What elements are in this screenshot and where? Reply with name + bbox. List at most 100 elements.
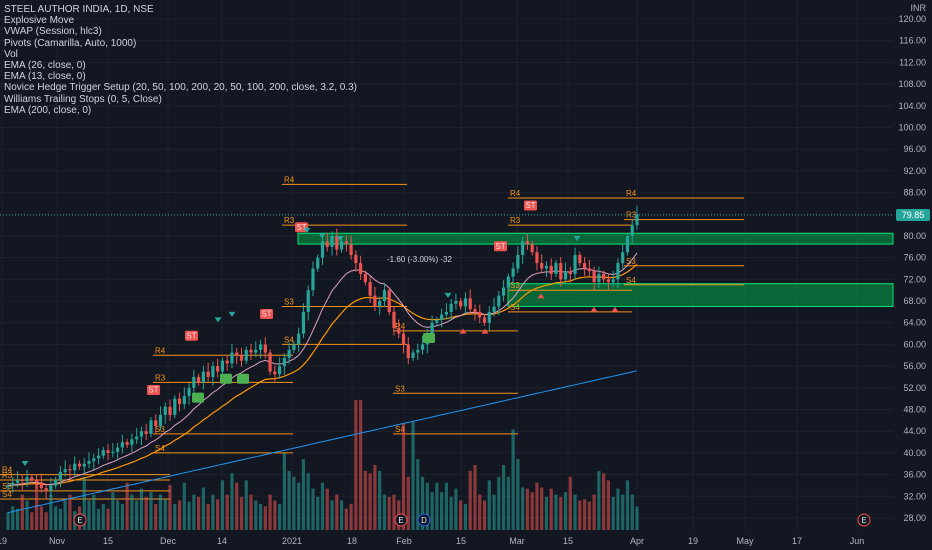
- volume-bar: [568, 476, 572, 530]
- y-tick-label: 80.00: [903, 231, 926, 241]
- candle-body: [268, 352, 272, 372]
- candle-body: [554, 263, 558, 274]
- y-tick-label: 108.00: [898, 79, 926, 89]
- candle-body: [497, 295, 501, 307]
- candle-body: [478, 311, 482, 318]
- price-axis[interactable]: 120.00 116.00 112.00 108.00 104.00 100.00 96.0…: [898, 14, 926, 523]
- candle-body: [158, 414, 163, 426]
- candle-body: [378, 301, 382, 307]
- volume-bar: [463, 504, 468, 530]
- volume-bar: [158, 494, 163, 530]
- candle-body: [135, 436, 139, 440]
- symbol-title[interactable]: STEEL AUTHOR INDIA, 1D, NSE: [4, 4, 154, 15]
- volume-bar: [511, 429, 515, 530]
- pivot-label: R4: [284, 175, 295, 184]
- x-tick-label: 15: [103, 536, 113, 546]
- volume-bar: [144, 496, 148, 530]
- st-signal-text: ST: [148, 386, 158, 395]
- x-tick-label: 15: [563, 536, 573, 546]
- volume-bar: [563, 492, 568, 530]
- candle-body: [454, 301, 458, 304]
- volume-bar: [287, 470, 291, 530]
- volume-bar: [582, 499, 587, 530]
- candle-body: [373, 295, 377, 307]
- volume-bar: [197, 496, 201, 530]
- event-marker[interactable]: [417, 513, 431, 527]
- indicator-explosive-move[interactable]: Explosive Move: [4, 15, 75, 27]
- down-triangle-marker: [336, 235, 344, 241]
- candle-body: [635, 214, 639, 226]
- price-badge-text: 79.85: [902, 210, 925, 220]
- candle-body: [278, 366, 282, 375]
- volume-bar: [497, 476, 501, 530]
- indicator-novice-hedge[interactable]: Novice Hedge Trigger Setup (20, 50, 100,…: [4, 82, 358, 94]
- volume-bar: [573, 494, 577, 530]
- candle-body: [182, 395, 186, 405]
- event-marker[interactable]: [394, 513, 408, 527]
- up-triangle-marker: [459, 328, 467, 334]
- volume-bar: [249, 494, 253, 530]
- candle-body: [216, 366, 220, 372]
- candle-body: [82, 463, 86, 467]
- x-tick-label: May: [736, 536, 754, 546]
- candle-body: [420, 344, 425, 350]
- indicator-vwap[interactable]: VWAP (Session, hlc3): [4, 26, 102, 38]
- st-signal-badge: [185, 330, 198, 341]
- volume-bar: [635, 506, 639, 530]
- volume-bar: [387, 496, 391, 530]
- volume-bar: [368, 473, 372, 530]
- candle-body: [416, 349, 420, 353]
- indicator-ema-26[interactable]: EMA (26, close, 0): [4, 60, 86, 72]
- volume-bar: [325, 488, 329, 530]
- volume-bar: [482, 500, 487, 530]
- pivot-label: S3: [284, 297, 294, 306]
- candle-body: [115, 447, 120, 452]
- volume-bar: [354, 400, 358, 530]
- indicator-ema-200[interactable]: EMA (200, close, 0): [4, 104, 92, 116]
- volume-bar: [58, 508, 63, 530]
- y-tick-label: 96.00: [903, 144, 926, 154]
- candle-body: [444, 311, 448, 315]
- indicator-pivots[interactable]: Pivots (Camarilla, Auto, 1000): [4, 37, 137, 49]
- x-tick-label: 19: [688, 536, 698, 546]
- volume-bar: [15, 508, 20, 530]
- volume-bar: [492, 494, 496, 530]
- indicator-williams-stops[interactable]: Williams Trailing Stops (0, 5, Close): [4, 93, 162, 105]
- y-tick-label: 120.00: [898, 14, 926, 24]
- st-signal-text: ST: [186, 331, 196, 340]
- y-tick-label: 52.00: [903, 383, 926, 393]
- indicator-ema-13[interactable]: EMA (13, close, 0): [4, 71, 86, 83]
- volume-bar: [211, 494, 215, 530]
- down-triangle-marker: [214, 317, 222, 323]
- volume-bar: [187, 501, 191, 530]
- pivot-label: R3: [284, 216, 295, 225]
- candle-body: [244, 349, 248, 361]
- candle-body: [339, 241, 344, 250]
- grid-lines: [0, 0, 893, 530]
- event-marker[interactable]: [73, 513, 87, 527]
- volume-bar: [68, 494, 72, 530]
- indicator-vol[interactable]: Vol: [4, 48, 18, 60]
- candle-body: [344, 241, 348, 245]
- volume-bar: [235, 482, 239, 530]
- volume-bar: [115, 500, 120, 530]
- time-axis[interactable]: 19 Nov 15 Dec 14 2021 18 Feb 15 Mar 15 Apr 19 May 17 Ju…: [0, 536, 864, 546]
- buy-signal-box: [237, 373, 249, 384]
- candle-body: [92, 458, 96, 462]
- candle-body: [559, 263, 563, 280]
- down-triangle-marker: [318, 233, 326, 239]
- volume-bar: [587, 501, 591, 530]
- candle-body: [473, 309, 477, 312]
- candle-body: [292, 344, 296, 350]
- candle-body: [525, 241, 530, 245]
- event-marker[interactable]: [857, 513, 871, 527]
- volume-bar: [163, 499, 167, 530]
- volume-bar: [316, 496, 320, 530]
- candle-body: [359, 263, 363, 274]
- volume-bar: [182, 482, 186, 530]
- volume-bar: [554, 494, 558, 530]
- x-tick-label: Dec: [160, 536, 177, 546]
- volume-bar: [168, 485, 172, 530]
